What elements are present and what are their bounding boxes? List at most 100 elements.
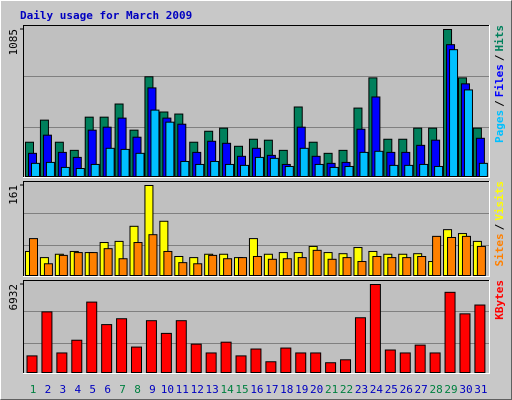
bar bbox=[267, 258, 277, 276]
legend: Pages / Files / Hits bbox=[493, 25, 506, 143]
x-tick-label: 1 bbox=[30, 383, 37, 396]
x-tick-label: 31 bbox=[474, 383, 487, 396]
legend-entry: Visits bbox=[493, 181, 506, 221]
bar bbox=[75, 168, 85, 178]
bar bbox=[71, 339, 83, 373]
bar bbox=[43, 263, 53, 276]
x-tick-label: 7 bbox=[119, 383, 126, 396]
bar bbox=[223, 258, 233, 277]
bar bbox=[282, 258, 292, 277]
x-tick-label: 24 bbox=[370, 383, 384, 396]
bar bbox=[463, 89, 473, 177]
bar bbox=[60, 166, 70, 177]
legend-separator: / bbox=[493, 100, 506, 107]
bar bbox=[56, 352, 68, 373]
bar bbox=[225, 163, 235, 178]
bar bbox=[118, 258, 128, 277]
bar bbox=[45, 161, 55, 178]
x-tick-label: 29 bbox=[444, 383, 457, 396]
bar bbox=[120, 148, 130, 178]
x-tick-label: 17 bbox=[265, 383, 278, 396]
x-tick-label: 28 bbox=[429, 383, 442, 396]
bar bbox=[180, 160, 190, 177]
legend-entry: KBytes bbox=[493, 280, 506, 320]
bar bbox=[160, 332, 172, 374]
bar bbox=[314, 163, 324, 178]
bar bbox=[389, 164, 399, 177]
bar bbox=[73, 252, 83, 277]
bar bbox=[41, 311, 53, 373]
x-tick-label: 16 bbox=[250, 383, 263, 396]
bar bbox=[148, 234, 158, 277]
y-tick-label: 161 bbox=[7, 185, 20, 205]
bar bbox=[86, 301, 98, 373]
x-tick-label: 4 bbox=[74, 383, 81, 396]
bar bbox=[359, 151, 369, 177]
panel-border bbox=[23, 25, 490, 178]
bar bbox=[135, 152, 145, 178]
x-tick-label: 22 bbox=[340, 383, 353, 396]
bar bbox=[280, 347, 292, 374]
x-tick-label: 14 bbox=[220, 383, 234, 396]
panel-border bbox=[23, 181, 490, 277]
chart-title: Daily usage for March 2009 bbox=[20, 9, 192, 22]
bar bbox=[461, 235, 471, 277]
x-tick-label: 5 bbox=[89, 383, 96, 396]
bar bbox=[402, 257, 412, 277]
bar bbox=[250, 348, 262, 373]
bar bbox=[357, 261, 367, 276]
bar bbox=[404, 164, 414, 177]
bar bbox=[444, 291, 456, 374]
x-tick-label: 23 bbox=[355, 383, 368, 396]
bar bbox=[265, 361, 277, 374]
x-tick-label: 9 bbox=[149, 383, 156, 396]
legend-entry: Pages bbox=[493, 110, 506, 143]
x-tick-label: 13 bbox=[206, 383, 219, 396]
bar bbox=[434, 165, 444, 178]
bar bbox=[252, 255, 262, 276]
legend: Sites / Visits bbox=[493, 181, 506, 267]
bar bbox=[329, 166, 339, 177]
legend-separator: / bbox=[493, 223, 506, 230]
bar bbox=[90, 163, 100, 178]
bar bbox=[429, 352, 441, 373]
x-tick-label: 20 bbox=[310, 383, 323, 396]
bar bbox=[369, 284, 381, 373]
bar bbox=[116, 318, 128, 373]
bar bbox=[295, 352, 307, 373]
legend-entry: Hits bbox=[493, 25, 506, 52]
bar bbox=[163, 250, 173, 277]
bar bbox=[145, 320, 157, 373]
bar bbox=[150, 109, 160, 177]
bar bbox=[414, 344, 426, 374]
x-tick-label: 2 bbox=[45, 383, 52, 396]
bar bbox=[26, 355, 38, 373]
bar bbox=[101, 324, 113, 374]
bar bbox=[354, 317, 366, 374]
bar bbox=[478, 162, 488, 177]
bar bbox=[344, 165, 354, 178]
x-tick-label: 18 bbox=[280, 383, 293, 396]
bar bbox=[447, 236, 457, 276]
bar bbox=[103, 248, 113, 277]
x-tick-label: 30 bbox=[459, 383, 472, 396]
bar bbox=[205, 352, 217, 373]
bar bbox=[399, 352, 411, 373]
legend: KBytes bbox=[493, 280, 506, 320]
x-tick-label: 15 bbox=[235, 383, 248, 396]
bar bbox=[58, 254, 68, 277]
x-tick-label: 19 bbox=[295, 383, 308, 396]
bar bbox=[432, 235, 442, 277]
bar bbox=[254, 156, 264, 177]
bar bbox=[238, 257, 248, 277]
x-tick-label: 3 bbox=[60, 383, 67, 396]
bar bbox=[312, 249, 322, 277]
bar bbox=[269, 157, 279, 177]
bar bbox=[210, 160, 220, 177]
bar bbox=[105, 147, 115, 177]
bar bbox=[449, 49, 459, 177]
bar bbox=[384, 349, 396, 374]
x-tick-label: 25 bbox=[385, 383, 398, 396]
